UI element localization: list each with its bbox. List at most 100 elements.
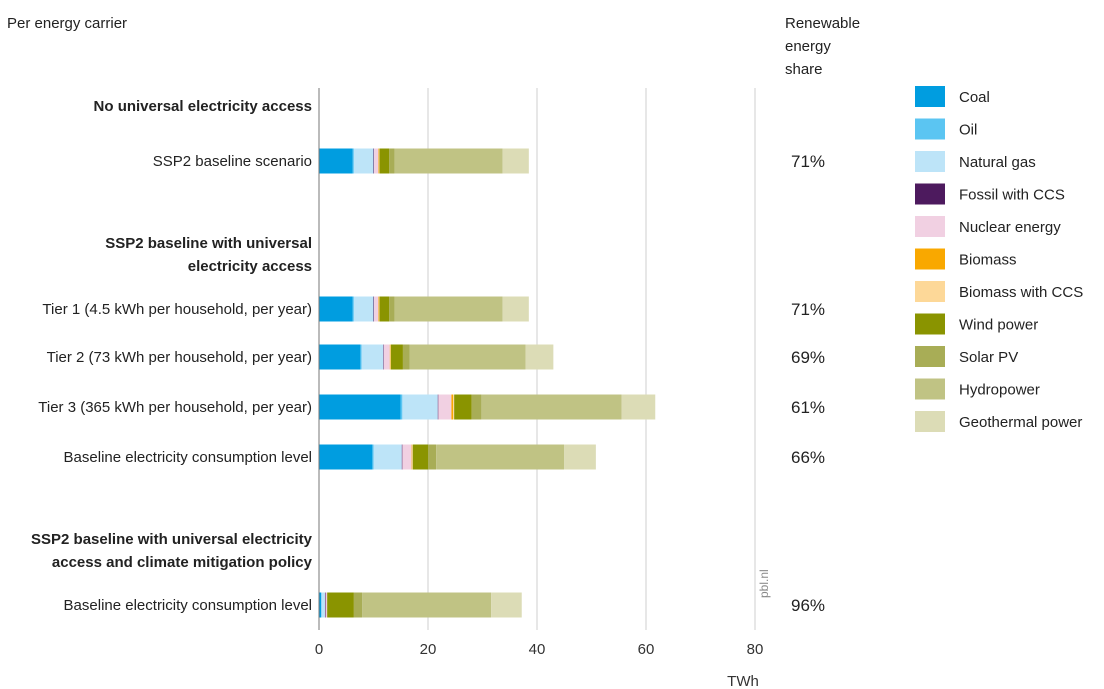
renewable-share-title-line-1: Renewable [785,15,860,32]
bar-solar-pv-row-3 [402,344,410,370]
bar-natural-gas-row-4 [402,394,438,420]
x-tick-label-0: 0 [315,641,323,658]
legend: Coal Oil Natural gas Fossil with CCS Nuclear… [915,86,1083,432]
legend-swatch-fossil-with-ccs [915,183,945,205]
bar-fossil-with-ccs-row-2 [373,296,375,322]
bar-coal-row-1 [319,148,353,174]
legend-label-biomass-with-ccs: Biomass with CCS [959,284,1083,301]
bar-hydropower-row-2 [394,296,503,322]
x-tick-label-20: 20 [420,641,437,658]
bar-nuclear-energy-row-4 [438,394,452,420]
bar-oil-row-5 [372,444,374,470]
x-tick-label-80: 80 [747,641,764,658]
bar-biomass-row-4 [451,394,454,420]
bar-fossil-with-ccs-row-3 [383,344,384,370]
bar-natural-gas-row-3 [361,344,384,370]
renewable-share-1: 71% [791,152,825,171]
bar-wind-power-row-2 [379,296,390,322]
legend-swatch-geothermal-power [915,411,945,432]
bar-geothermal-power-row-1 [502,148,529,174]
category-label-6: Baseline electricity consumption level [64,597,312,614]
legend-swatch-solar-pv [915,346,945,367]
bar-oil-row-4 [400,394,403,420]
renewable-share-2: 71% [791,300,825,319]
bar-geothermal-power-row-4 [621,394,656,420]
category-label-4: Tier 3 (365 kWh per household, per year) [38,399,312,416]
bar-coal-row-3 [319,344,361,370]
bar-geothermal-power-row-2 [502,296,529,322]
renewable-share-title-line-3: share [785,61,823,78]
legend-label-geothermal-power: Geothermal power [959,414,1082,431]
x-axis: 0 20 40 60 80 TWh [315,88,764,689]
bar-wind-power-row-6 [327,592,354,618]
category-label-2: Tier 1 (4.5 kWh per household, per year) [42,301,312,318]
bar-hydropower-row-5 [436,444,565,470]
renewable-share-4: 61% [791,398,825,417]
bar-biomass-with-ccs-row-3 [390,344,391,370]
group-title-3-line-2: access and climate mitigation policy [52,554,313,571]
legend-swatch-hydropower [915,378,945,400]
category-label-5: Baseline electricity consumption level [64,449,312,466]
bar-wind-power-row-1 [379,148,390,174]
legend-label-oil: Oil [959,122,977,139]
legend-swatch-oil [915,118,945,140]
bar-coal-row-5 [319,444,373,470]
group-title-3-line-1: SSP2 baseline with universal electricity [31,531,313,548]
bar-biomass-with-ccs-row-5 [412,444,413,470]
legend-swatch-wind-power [915,313,945,335]
bar-nuclear-energy-row-6 [325,592,328,618]
bar-geothermal-power-row-3 [525,344,554,370]
bar-wind-power-row-3 [390,344,403,370]
group-title-2-line-1: SSP2 baseline with universal [105,235,312,252]
renewable-share-3: 69% [791,348,825,367]
bar-solar-pv-row-4 [471,394,482,420]
bar-biomass-with-ccs-row-2 [378,296,380,322]
bar-geothermal-power-row-6 [491,592,522,618]
renewable-share-values: 71% 71% 69% 61% 66% 96% [791,152,825,615]
renewable-share-title-line-2: energy [785,38,831,55]
legend-label-coal: Coal [959,89,990,106]
bar-solar-pv-row-5 [428,444,437,470]
bar-natural-gas-row-2 [353,296,374,322]
bar-oil-row-3 [360,344,362,370]
bar-natural-gas-row-5 [373,444,402,470]
bar-nuclear-energy-row-1 [374,148,379,174]
x-tick-label-60: 60 [638,641,655,658]
bar-oil-row-6 [321,592,322,618]
bar-nuclear-energy-row-3 [383,344,390,370]
category-labels: No universal electricity access SSP2 base… [31,98,313,614]
legend-label-nuclear-energy: Nuclear energy [959,219,1061,236]
legend-swatch-natural-gas [915,151,945,172]
legend-label-hydropower: Hydropower [959,382,1040,399]
bar-oil-row-2 [352,296,354,322]
chart-subtitle: Per energy carrier [7,15,127,32]
bar-biomass-row-5 [411,444,413,470]
bars [319,148,656,618]
bar-hydropower-row-1 [394,148,503,174]
bar-fossil-with-ccs-row-1 [373,148,375,174]
bar-biomass-with-ccs-row-1 [378,148,380,174]
group-title-2-line-2: electricity access [188,258,312,275]
bar-hydropower-row-4 [481,394,622,420]
bar-nuclear-energy-row-5 [402,444,412,470]
legend-label-natural-gas: Natural gas [959,154,1036,171]
bar-solar-pv-row-6 [353,592,363,618]
legend-swatch-biomass-with-ccs [915,281,945,302]
legend-label-wind-power: Wind power [959,317,1038,334]
bar-geothermal-power-row-5 [564,444,596,470]
group-title-1-line-1: No universal electricity access [94,98,312,115]
legend-swatch-biomass [915,248,945,270]
bar-coal-row-2 [319,296,353,322]
bar-fossil-with-ccs-row-4 [437,394,439,420]
bar-fossil-with-ccs-row-6 [324,592,326,618]
renewable-share-6: 96% [791,596,825,615]
bar-fossil-with-ccs-row-5 [401,444,403,470]
x-tick-label-40: 40 [529,641,546,658]
bar-hydropower-row-6 [362,592,492,618]
bar-biomass-with-ccs-row-4 [453,394,455,420]
legend-label-fossil-with-ccs: Fossil with CCS [959,187,1065,204]
bar-wind-power-row-5 [412,444,428,470]
bar-wind-power-row-4 [454,394,472,420]
bar-solar-pv-row-1 [389,148,395,174]
